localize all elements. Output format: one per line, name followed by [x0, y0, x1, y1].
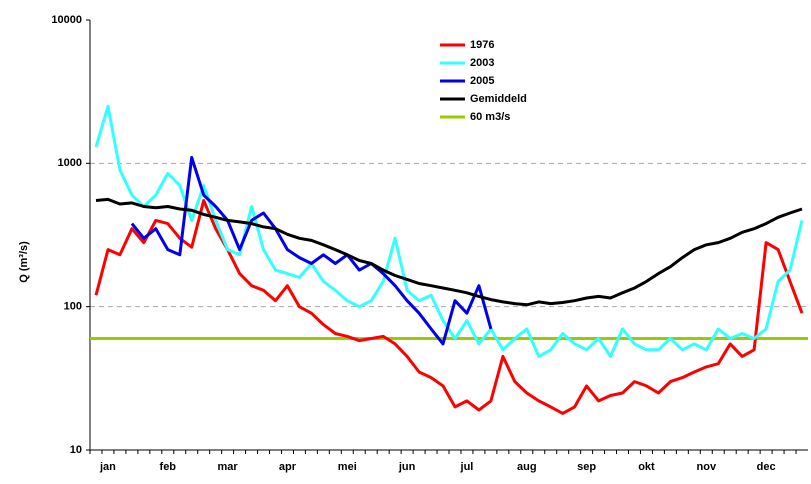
x-tick-label: jun	[398, 461, 416, 473]
x-tick-label: mar	[218, 461, 239, 473]
legend-label: 1976	[470, 39, 494, 51]
x-tick-label: dec	[757, 461, 776, 473]
legend-label: 60 m3/s	[470, 111, 510, 123]
x-tick-label: mei	[338, 461, 357, 473]
legend-label: 2003	[470, 57, 494, 69]
y-tick-label: 10000	[51, 14, 82, 26]
y-axis-label: Q (m³/s)	[18, 241, 30, 283]
x-tick-label: jan	[99, 461, 116, 473]
x-tick-label: feb	[160, 461, 177, 473]
x-tick-label: apr	[279, 461, 297, 473]
line-series	[94, 104, 804, 358]
line-series	[130, 155, 493, 346]
y-tick-label: 1000	[58, 157, 82, 169]
x-tick-label: aug	[517, 461, 537, 473]
line-series	[95, 197, 803, 307]
y-tick-label: 10	[70, 444, 82, 456]
x-tick-label: nov	[697, 461, 717, 473]
x-tick-label: jul	[460, 461, 474, 473]
y-tick-label: 100	[64, 301, 82, 313]
x-tick-label: okt	[638, 461, 655, 473]
line-series	[94, 199, 804, 415]
legend-label: Gemiddeld	[470, 93, 527, 105]
x-tick-label: sep	[577, 461, 596, 473]
legend-label: 2005	[470, 75, 494, 87]
